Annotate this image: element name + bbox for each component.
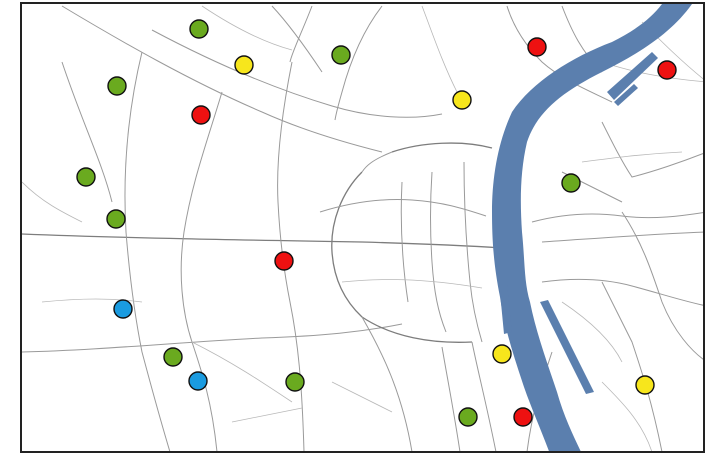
map-canvas[interactable] xyxy=(20,2,705,453)
map-marker-red[interactable] xyxy=(513,407,533,427)
map-marker-red[interactable] xyxy=(274,251,294,271)
map-marker-red[interactable] xyxy=(527,37,547,57)
street-map[interactable] xyxy=(22,4,703,451)
map-marker-green[interactable] xyxy=(189,19,209,39)
map-marker-yellow[interactable] xyxy=(234,55,254,75)
road-network xyxy=(22,5,703,451)
map-marker-yellow[interactable] xyxy=(492,344,512,364)
map-marker-yellow[interactable] xyxy=(452,90,472,110)
map-marker-blue[interactable] xyxy=(113,299,133,319)
map-marker-green[interactable] xyxy=(331,45,351,65)
map-marker-green[interactable] xyxy=(458,407,478,427)
river xyxy=(492,4,692,451)
map-marker-red[interactable] xyxy=(657,60,677,80)
map-marker-green[interactable] xyxy=(285,372,305,392)
map-marker-green[interactable] xyxy=(107,76,127,96)
map-marker-green[interactable] xyxy=(163,347,183,367)
location-markers[interactable] xyxy=(76,19,677,427)
map-marker-red[interactable] xyxy=(191,105,211,125)
map-marker-green[interactable] xyxy=(561,173,581,193)
map-marker-green[interactable] xyxy=(76,167,96,187)
map-marker-yellow[interactable] xyxy=(635,375,655,395)
map-marker-green[interactable] xyxy=(106,209,126,229)
map-marker-blue[interactable] xyxy=(188,371,208,391)
